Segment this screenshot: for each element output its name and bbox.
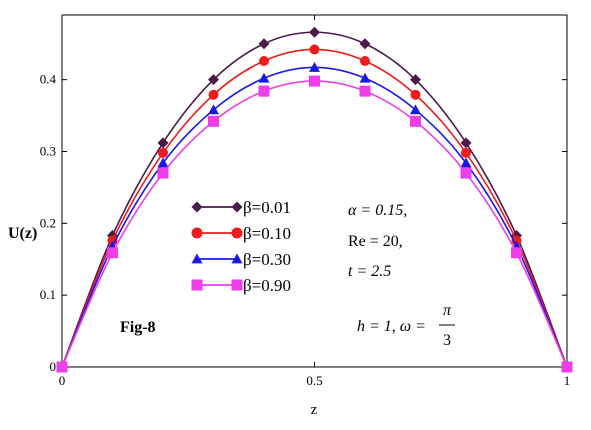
- legend-entry-3: β=0.90: [191, 276, 291, 295]
- series-2-point-5: [309, 61, 320, 72]
- series-3-point-10: [561, 361, 573, 373]
- series-3-point-2: [157, 167, 169, 179]
- legend-entry-2: β=0.30: [191, 250, 291, 269]
- series-2-point-2: [157, 157, 169, 168]
- legend-entry-0: β=0.01: [191, 198, 291, 217]
- legend: β=0.01 β=0.10 β=0.30 β=0.90: [191, 198, 291, 295]
- series-1-point-6: [360, 55, 370, 66]
- legend-marker-left-2: [191, 253, 203, 264]
- series-1-point-4: [259, 55, 269, 66]
- series-0-point-8: [460, 137, 472, 149]
- series-1-point-5: [309, 44, 320, 55]
- annotation-three: 3: [443, 332, 451, 349]
- annotation-alpha: α = 0.15,: [348, 202, 407, 219]
- legend-label-2: β=0.30: [243, 250, 291, 269]
- series-3-point-3: [208, 115, 219, 127]
- series-3-point-8: [460, 167, 472, 179]
- series-0-point-3: [208, 74, 219, 86]
- x-tick-label-2: 1: [564, 373, 571, 388]
- legend-label-3: β=0.90: [243, 276, 291, 295]
- x-tick-label-1: 0.5: [306, 373, 322, 388]
- series-1-point-3: [208, 89, 219, 100]
- series-0-point-5: [309, 26, 320, 38]
- annotation-h-omega: h = 1, ω =: [357, 318, 426, 335]
- fig-label: Fig-8: [120, 319, 156, 336]
- series-2-point-3: [208, 104, 219, 115]
- series-1-point-7: [410, 89, 421, 100]
- legend-label-0: β=0.01: [243, 198, 291, 217]
- legend-marker-left-3: [191, 279, 203, 291]
- series-1-point-2: [158, 147, 168, 158]
- series-2-point-8: [460, 157, 472, 168]
- series-0-point-6: [359, 38, 371, 50]
- series-group: [56, 26, 573, 373]
- series-2-point-6: [359, 72, 371, 83]
- legend-marker-left-1: [191, 227, 203, 239]
- series-3-point-9: [511, 247, 522, 259]
- y-axis-label: U(z): [8, 225, 37, 242]
- series-2: [56, 61, 573, 372]
- series-3: [56, 75, 573, 373]
- annotation-re: Re = 20,: [348, 233, 403, 250]
- y-tick-label-1: 0.1: [40, 287, 56, 302]
- y-tick-label-4: 0.4: [40, 72, 57, 87]
- series-3-point-1: [107, 247, 118, 259]
- legend-entry-1: β=0.10: [191, 224, 291, 243]
- legend-marker-right-2: [231, 253, 243, 264]
- series-2-point-7: [410, 104, 421, 115]
- x-axis-label: z: [311, 402, 318, 418]
- y-tick-label-2: 0.2: [40, 215, 56, 230]
- legend-marker-right-3: [231, 279, 243, 291]
- annotation-pi: π: [443, 302, 452, 319]
- series-2-point-4: [258, 72, 270, 83]
- legend-marker-right-0: [231, 201, 243, 213]
- series-3-point-7: [410, 115, 421, 127]
- x-tick-label-0: 0: [59, 373, 66, 388]
- annotation-t: t = 2.5: [348, 263, 391, 280]
- x-tick-labels: 0 0.5 1: [59, 373, 571, 388]
- series-3-point-4: [258, 85, 270, 97]
- legend-marker-right-1: [231, 227, 243, 239]
- y-tick-labels: 0 0.1 0.2 0.3 0.4: [40, 72, 57, 374]
- series-3-point-0: [56, 361, 68, 373]
- legend-marker-left-0: [191, 201, 203, 213]
- series-1-point-8: [461, 147, 471, 158]
- series-3-point-6: [359, 85, 371, 97]
- y-tick-label-0: 0: [50, 359, 57, 374]
- series-0: [56, 26, 573, 373]
- series-0-point-2: [157, 137, 169, 149]
- legend-label-1: β=0.10: [243, 224, 291, 243]
- y-tick-label-3: 0.3: [40, 143, 56, 158]
- series-3-point-5: [309, 75, 320, 87]
- series-0-point-4: [258, 38, 270, 50]
- series-0-point-7: [410, 74, 421, 86]
